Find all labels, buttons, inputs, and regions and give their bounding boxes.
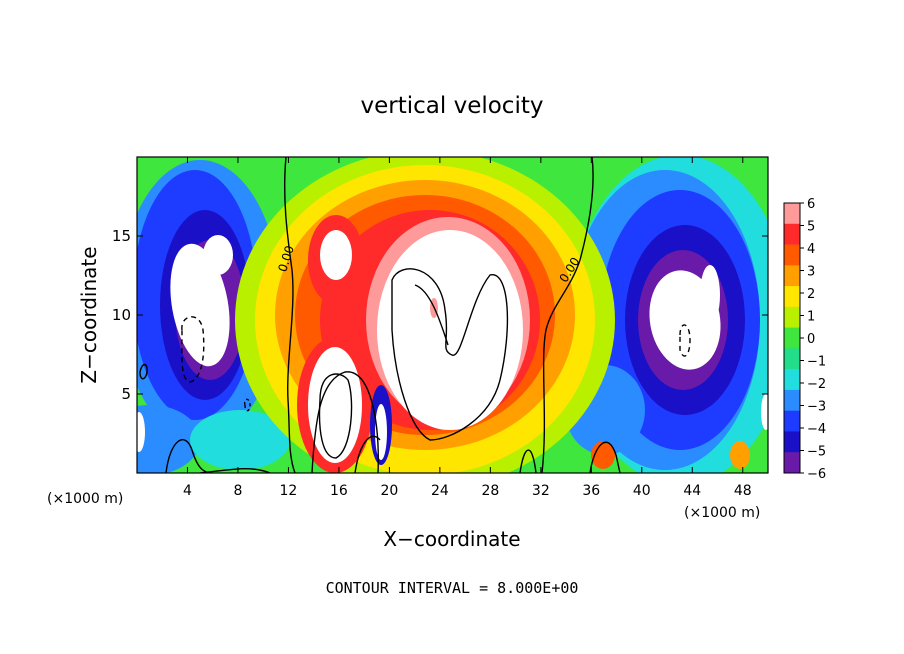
contour-bottom-right	[589, 441, 621, 473]
contour-edge-left	[139, 363, 148, 380]
x-tick-label: 8	[233, 483, 242, 499]
dashed-contour-left	[181, 316, 205, 383]
colorbar-segment	[784, 286, 800, 308]
colorbar-tick-label: −6	[807, 467, 826, 482]
x-tick-label: 40	[633, 483, 651, 499]
x-axis: 4 8 12 16 20 24 28 32 36 40 44 48	[183, 157, 752, 499]
colorbar-segment	[784, 306, 800, 329]
x-tick-label: 16	[330, 483, 348, 499]
colorbar-segment	[784, 410, 800, 432]
colorbar-segment	[784, 348, 800, 370]
colorbar-tick-label: −4	[807, 422, 826, 437]
y-axis: 5 10 15	[112, 227, 768, 403]
colorbar-tick-label: −1	[807, 355, 826, 370]
y-tick-label: 10	[112, 306, 131, 324]
colorbar-tick-label: 2	[807, 287, 815, 302]
field-blob-26	[308, 347, 362, 463]
zero-contour-left	[284, 157, 296, 473]
y-axis-title: Z−coordinate	[77, 246, 101, 383]
x-unit-label-left: (×1000 m)	[47, 491, 123, 507]
colorbar-segment	[784, 452, 800, 474]
colorbar-tick-label: 4	[807, 242, 815, 257]
field-blob-edge-left	[137, 412, 145, 452]
colorbar-segment	[784, 223, 800, 246]
colorbar-tick-label: 6	[807, 197, 815, 212]
core-contour-inner	[414, 284, 449, 346]
colorbar-tick-label: 0	[807, 332, 815, 347]
colorbar-tick-label: −3	[807, 400, 826, 415]
zero-contour-right	[541, 157, 594, 473]
y-tick-label: 15	[112, 227, 131, 245]
field-blob-24	[377, 230, 523, 430]
colorbar-segment	[784, 327, 800, 349]
contour-interval-note: CONTOUR INTERVAL = 8.000E+00	[326, 579, 579, 597]
contour-bottom-updraft	[311, 371, 379, 473]
x-tick-label: 32	[532, 483, 550, 499]
field-blob-8	[190, 410, 290, 470]
x-tick-label: 28	[481, 483, 499, 499]
colorbar-segment	[784, 203, 800, 225]
colorbar-segment	[784, 265, 800, 287]
contour-small-2	[519, 449, 537, 473]
x-tick-label: 44	[683, 483, 701, 499]
field-blob-7	[137, 405, 200, 473]
field-blob-33	[730, 441, 750, 469]
colorbar-tick-label: 3	[807, 265, 815, 280]
x-unit-label-right: (×1000 m)	[684, 505, 760, 521]
colorbar-tick-label: 5	[807, 220, 815, 235]
colorbar-tick-label: −2	[807, 377, 826, 392]
colorbar: 6 5 4 3 2 1 0 −1 −2 −3 −4 −5 −6	[783, 197, 826, 482]
y-tick-label: 5	[121, 385, 131, 403]
contour-lines	[139, 157, 691, 473]
updraft-contour	[318, 373, 353, 459]
colorbar-tick-label: −5	[807, 445, 826, 460]
colorbar-segment	[784, 244, 800, 266]
contour-small	[354, 435, 381, 473]
velocity-field	[137, 157, 768, 473]
x-tick-label: 20	[380, 483, 398, 499]
colorbar-segment	[784, 369, 800, 391]
x-tick-label: 36	[582, 483, 600, 499]
core-contour	[391, 268, 509, 441]
field-blob-6	[203, 235, 233, 275]
dashed-contour-right	[679, 324, 691, 357]
x-tick-label: 24	[431, 483, 449, 499]
x-tick-label: 48	[734, 483, 752, 499]
x-tick-label: 12	[280, 483, 298, 499]
contour-bottom-mid	[199, 468, 271, 473]
x-axis-title: X−coordinate	[383, 527, 520, 551]
field-blob-28	[320, 230, 352, 280]
chart-title: vertical velocity	[361, 93, 544, 119]
contour-bottom-left	[165, 439, 213, 473]
dashed-contour-small	[243, 398, 251, 412]
colorbar-tick-label: 1	[807, 310, 815, 325]
colorbar-segment	[784, 389, 800, 412]
x-tick-label: 4	[183, 483, 192, 499]
field-blob-15	[700, 265, 720, 325]
colorbar-segment	[784, 431, 800, 453]
field-blob-edge-right	[761, 394, 768, 430]
field-blob-32	[591, 441, 615, 469]
